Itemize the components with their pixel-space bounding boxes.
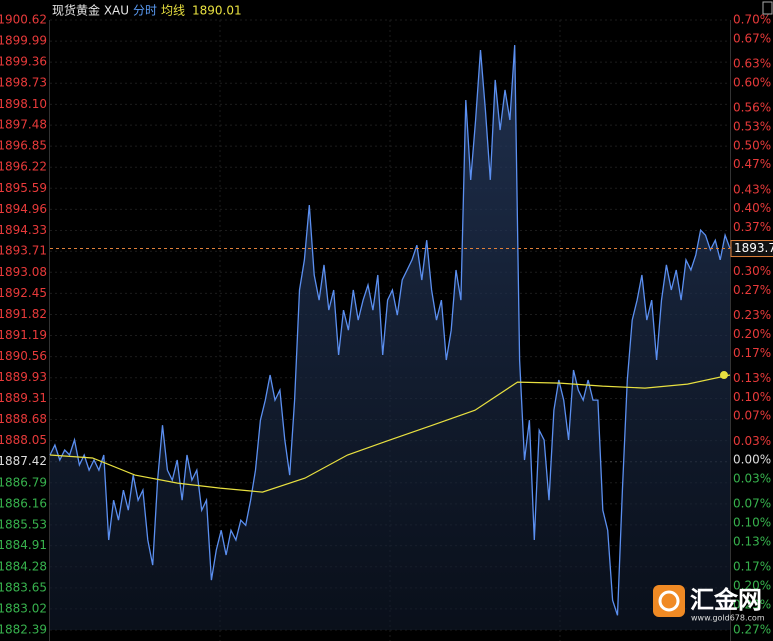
avg-value: 1890.01 — [192, 4, 242, 18]
y-tick-label: 1891.82 — [0, 307, 47, 321]
y2-tick-label: 0.40% — [733, 201, 771, 215]
y-tick-label: 1899.99 — [0, 34, 47, 48]
y-tick-label: 1883.02 — [0, 601, 47, 615]
y2-tick-label: 0.23% — [733, 597, 771, 611]
y2-tick-label: 0.37% — [733, 220, 771, 234]
y2-tick-label: 0.20% — [733, 578, 771, 592]
y-tick-label: 1888.68 — [0, 412, 47, 426]
y-tick-label: 1882.39 — [0, 623, 47, 637]
y-tick-label: 1887.42 — [0, 454, 47, 468]
y2-tick-label: 0.67% — [733, 31, 771, 45]
last-price-box — [730, 240, 773, 258]
logo-icon — [653, 585, 685, 617]
mode-label: 分时 — [133, 4, 157, 18]
y2-tick-label: 0.03% — [733, 472, 771, 486]
y-tick-label: 1899.36 — [0, 55, 47, 69]
y2-tick-label: 0.27% — [733, 283, 771, 297]
symbol: 现货黄金 XAU — [52, 3, 129, 18]
y2-tick-label: 0.23% — [733, 308, 771, 322]
y-tick-label: 1885.53 — [0, 517, 47, 531]
y-tick-label: 1900.62 — [0, 13, 47, 27]
avg-line — [49, 374, 731, 493]
y-tick-label: 1883.65 — [0, 580, 47, 594]
y2-tick-label: 0.07% — [733, 497, 771, 511]
y2-tick-label: 0.30% — [733, 264, 771, 278]
y2-tick-label: 0.60% — [733, 75, 771, 89]
y-tick-label: 1898.73 — [0, 76, 47, 90]
y2-tick-label: 0.53% — [733, 119, 771, 133]
logo-url: www.gold678.com — [691, 614, 765, 623]
y-tick-label: 1886.79 — [0, 475, 47, 489]
logo-brand: 汇金网 — [690, 586, 762, 614]
y-tick-label: 1890.56 — [0, 349, 47, 363]
y-tick-label: 1897.48 — [0, 118, 47, 132]
y-tick-label: 1891.19 — [0, 328, 47, 342]
y2-tick-label: 0.13% — [733, 534, 771, 548]
y2-tick-label: 0.03% — [733, 434, 771, 448]
logo-mark — [658, 590, 680, 612]
y-tick-label: 1896.85 — [0, 139, 47, 153]
y2-tick-label: 0.10% — [733, 516, 771, 530]
y-tick-label: 1886.16 — [0, 496, 47, 510]
y2-tick-label: 0.27% — [733, 623, 771, 637]
y-tick-label: 1896.22 — [0, 160, 47, 174]
y2-tick-label: 0.56% — [733, 101, 771, 115]
price-area — [50, 45, 730, 631]
y2-tick-label: 0.47% — [733, 157, 771, 171]
y-tick-label: 1888.05 — [0, 433, 47, 447]
avg-end-dot — [720, 371, 728, 380]
y-tick-label: 1898.10 — [0, 97, 47, 111]
y-tick-label: 1894.96 — [0, 202, 47, 216]
y2-tick-label: 0.10% — [733, 390, 771, 404]
y-tick-label: 1894.33 — [0, 223, 47, 237]
y2-tick-label: 0.17% — [733, 346, 771, 360]
y-tick-label: 1893.08 — [0, 265, 47, 279]
y-tick-label: 1892.45 — [0, 286, 47, 300]
y2-tick-label: 0.43% — [733, 182, 771, 196]
y-tick-label: 1893.71 — [0, 244, 47, 258]
y2-tick-label: 0.70% — [733, 13, 771, 27]
avg-label: 均线 — [161, 4, 185, 18]
y2-tick-label: 0.17% — [733, 560, 771, 574]
y-tick-label: 1889.31 — [0, 391, 47, 405]
y-tick-label: 1895.59 — [0, 181, 47, 195]
y2-tick-label: 0.50% — [733, 138, 771, 152]
y2-tick-label: 0.13% — [733, 371, 771, 385]
y2-tick-label: 0.07% — [733, 409, 771, 423]
price-line — [49, 45, 731, 616]
y2-tick-label: 0.20% — [733, 327, 771, 341]
y-tick-label: 1884.91 — [0, 538, 47, 552]
y2-tick-label: 0.63% — [733, 57, 771, 71]
y-tick-label: 1884.28 — [0, 559, 47, 573]
corner-icon[interactable] — [762, 1, 773, 15]
y2-tick-label: 0.00% — [733, 453, 771, 467]
plot: 1900.62 1899.99 1899.36 1898.73 1898.10 1897.… — [0, 13, 773, 641]
y-tick-label: 1889.93 — [0, 370, 47, 384]
last-price-label: 1893.79 — [734, 241, 773, 255]
